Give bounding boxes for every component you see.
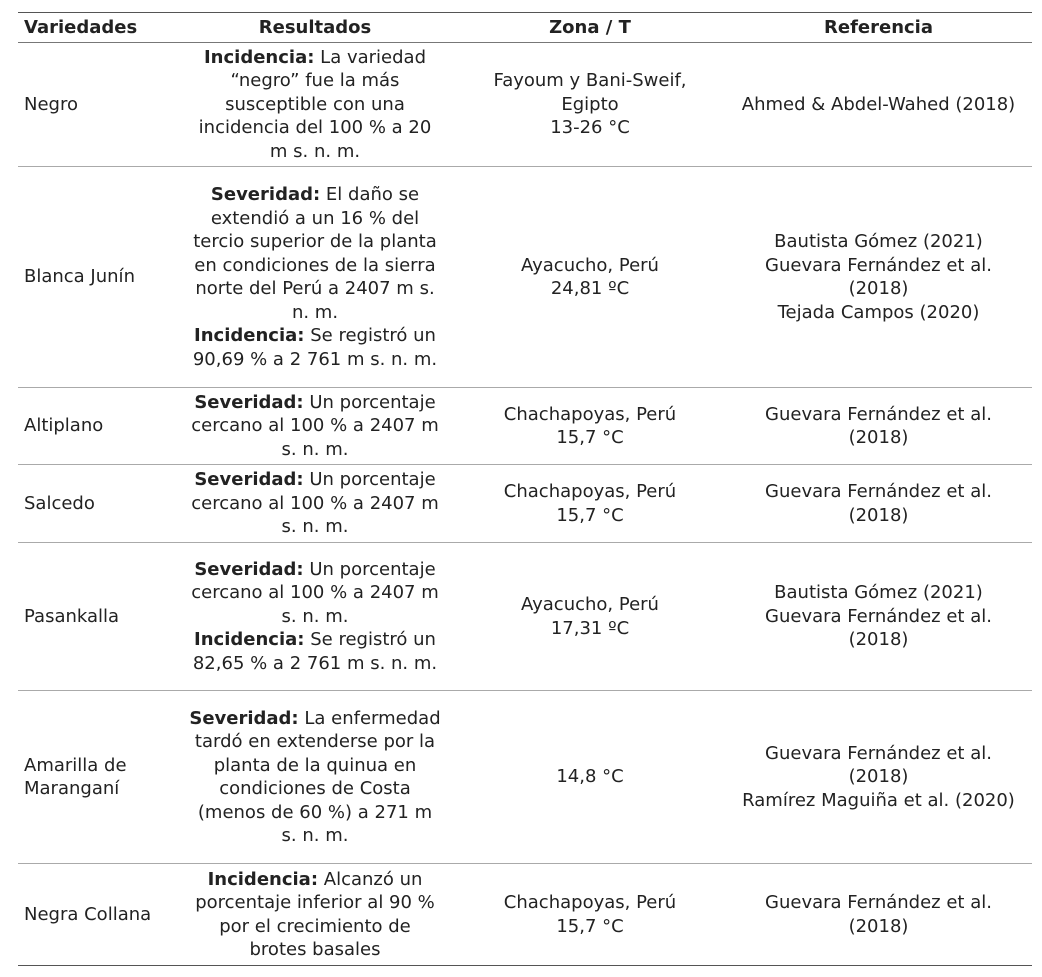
- results-cell: Severidad: Un porcentaje cercano al 100 …: [175, 464, 455, 543]
- result-text: Un porcentaje cercano al 100 % a 2407 m …: [191, 469, 439, 538]
- reference-line: Ramírez Maguiña et al. (2020): [742, 789, 1015, 811]
- reference-line: Guevara Fernández et al. (2018): [765, 892, 992, 937]
- reference-cell: Guevara Fernández et al. (2018): [725, 464, 1032, 543]
- results-cell: Incidencia: Alcanzó un porcentaje inferi…: [175, 863, 455, 966]
- table-header: Variedades Resultados Zona / T Referencia: [18, 12, 1032, 43]
- reference-line: Guevara Fernández et al. (2018): [765, 403, 992, 449]
- result-entry: Severidad: Un porcentaje cercano al 100 …: [189, 558, 441, 629]
- results-cell: Incidencia: La variedad “negro” fue la m…: [175, 42, 455, 167]
- reference-cell: Guevara Fernández et al. (2018): [725, 387, 1032, 465]
- zone-line: Chachapoyas, Perú: [503, 481, 677, 502]
- reference-line: Ahmed & Abdel-Wahed (2018): [741, 93, 1016, 115]
- results-cell: Severidad: La enfermedad tardó en extend…: [175, 690, 455, 864]
- zone-cell: Chachapoyas, Perú 15,7 °C: [455, 464, 725, 543]
- result-label: Incidencia:: [207, 868, 319, 890]
- reference-cell: Guevara Fernández et al. (2018): [725, 863, 1032, 966]
- reference-line: Guevara Fernández et al. (2018): [765, 605, 992, 651]
- variety-cell: Negro: [18, 42, 175, 167]
- table-row: Amarilla de Maranganí Severidad: La enfer…: [18, 690, 1032, 864]
- table-row: Negra Collana Incidencia: Alcanzó un porc…: [18, 863, 1032, 966]
- variety-cell: Blanca Junín: [18, 166, 175, 388]
- table-row: Altiplano Severidad: Un porcentaje cercan…: [18, 387, 1032, 465]
- variety-cell: Amarilla de Maranganí: [18, 690, 175, 864]
- reference-line: Guevara Fernández et al. (2018): [765, 742, 992, 788]
- table-row: Salcedo Severidad: Un porcentaje cercano …: [18, 464, 1032, 543]
- zone-line: Ayacucho, Perú: [521, 594, 659, 615]
- result-entry: Incidencia: Alcanzó un porcentaje inferi…: [189, 868, 441, 962]
- result-text: Un porcentaje cercano al 100 % a 2407 m …: [191, 558, 439, 627]
- zone-line: 17,31 ºC: [550, 617, 630, 639]
- reference-cell: Guevara Fernández et al. (2018) Ramírez M…: [725, 690, 1032, 864]
- results-cell: Severidad: Un porcentaje cercano al 100 …: [175, 387, 455, 465]
- result-entry: Severidad: Un porcentaje cercano al 100 …: [189, 468, 441, 539]
- header-cell: Resultados: [175, 12, 455, 43]
- result-entry: Severidad: Un porcentaje cercano al 100 …: [189, 391, 441, 462]
- result-text: Un porcentaje cercano al 100 % a 2407 m …: [191, 391, 439, 460]
- results-cell: Severidad: Un porcentaje cercano al 100 …: [175, 542, 455, 691]
- result-label: Severidad:: [210, 184, 321, 205]
- result-entry: Incidencia: La variedad “negro” fue la m…: [189, 46, 441, 164]
- header-cell: Referencia: [725, 12, 1032, 43]
- result-label: Incidencia:: [203, 46, 315, 68]
- result-text: Se registró un 90,69 % a 2 761 m s. n. m…: [192, 325, 438, 370]
- result-entry: Incidencia: Se registró un 82,65 % a 2 7…: [189, 628, 441, 675]
- reference-line: Guevara Fernández et al. (2018): [765, 254, 992, 300]
- reference-line: Guevara Fernández et al. (2018): [765, 481, 992, 526]
- reference-line: Bautista Gómez (2021): [774, 582, 983, 604]
- results-cell: Severidad: El daño se extendió a un 16 %…: [175, 166, 455, 388]
- table-row: Blanca Junín Severidad: El daño se extend…: [18, 166, 1032, 388]
- zone-cell: Fayoum y Bani-Sweif, Egipto 13-26 °C: [455, 42, 725, 167]
- variety-cell: Salcedo: [18, 464, 175, 543]
- zone-line: Chachapoyas, Perú: [503, 403, 677, 425]
- reference-cell: Bautista Gómez (2021) Guevara Fernández e…: [725, 166, 1032, 388]
- result-text: La enfermedad tardó en extenderse por la…: [194, 707, 441, 847]
- result-label: Incidencia:: [194, 629, 305, 651]
- result-text: La variedad “negro” fue la más susceptib…: [198, 46, 432, 162]
- header-cell: Variedades: [18, 12, 175, 43]
- reference-cell: Ahmed & Abdel-Wahed (2018): [725, 42, 1032, 167]
- result-label: Severidad:: [194, 469, 304, 491]
- zone-line: Chachapoyas, Perú: [503, 892, 677, 913]
- result-label: Severidad:: [189, 707, 299, 729]
- result-label: Severidad:: [194, 391, 304, 413]
- result-text: Se registró un 82,65 % a 2 761 m s. n. m…: [192, 629, 438, 674]
- zone-cell: Chachapoyas, Perú 15,7 °C: [455, 387, 725, 465]
- variety-cell: Pasankalla: [18, 542, 175, 691]
- zone-line: Ayacucho, Perú: [521, 254, 659, 276]
- reference-line: Tejada Campos (2020): [777, 301, 980, 323]
- reference-cell: Bautista Gómez (2021) Guevara Fernández e…: [725, 542, 1032, 691]
- table-row: Pasankalla Severidad: Un porcentaje cerca…: [18, 542, 1032, 691]
- table: Variedades Resultados Zona / T Referencia N…: [18, 12, 1032, 966]
- zone-cell: Chachapoyas, Perú 15,7 °C: [455, 863, 725, 966]
- result-entry: Severidad: El daño se extendió a un 16 %…: [189, 183, 441, 324]
- zone-cell: 14,8 °C: [455, 690, 725, 864]
- result-entry: Incidencia: Se registró un 90,69 % a 2 7…: [189, 324, 441, 371]
- zone-line: 15,7 °C: [556, 504, 624, 526]
- variety-cell: Negra Collana: [18, 863, 175, 966]
- reference-line: Bautista Gómez (2021): [774, 231, 983, 252]
- zone-line: 15,7 °C: [556, 427, 624, 448]
- header-row: Variedades Resultados Zona / T Referencia: [18, 12, 1032, 43]
- result-label: Incidencia:: [194, 325, 305, 346]
- result-text: Alcanzó un porcentaje inferior al 90 % p…: [195, 868, 435, 961]
- zone-cell: Ayacucho, Perú 17,31 ºC: [455, 542, 725, 691]
- zone-line: 24,81 ºC: [550, 278, 630, 299]
- zone-line: 14,8 °C: [556, 766, 624, 788]
- table-body: Negro Incidencia: La variedad “negro” fue…: [18, 42, 1032, 966]
- zone-line: 15,7 °C: [556, 915, 624, 937]
- result-text: El daño se extendió a un 16 % del tercio…: [193, 184, 437, 323]
- table-row: Negro Incidencia: La variedad “negro” fue…: [18, 42, 1032, 167]
- zone-line: 13-26 °C: [550, 117, 630, 139]
- result-entry: Severidad: La enfermedad tardó en extend…: [189, 707, 441, 848]
- result-label: Severidad:: [194, 558, 304, 580]
- variety-cell: Altiplano: [18, 387, 175, 465]
- zone-cell: Ayacucho, Perú 24,81 ºC: [455, 166, 725, 388]
- zone-line: Fayoum y Bani-Sweif, Egipto: [493, 70, 687, 115]
- header-cell: Zona / T: [455, 12, 725, 43]
